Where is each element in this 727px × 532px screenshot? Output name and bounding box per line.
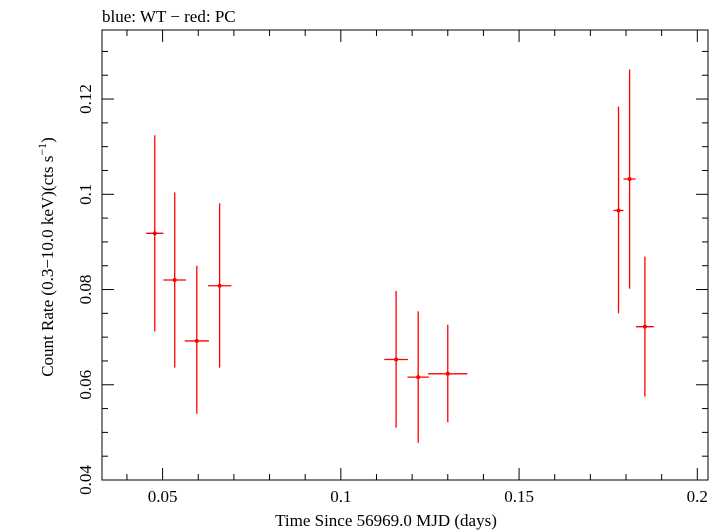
plot-frame: [101, 29, 709, 481]
y-tick-label: 0.04: [76, 465, 95, 495]
data-point: [184, 265, 209, 414]
x-tick-label: 0.15: [504, 487, 534, 506]
data-marker: [627, 177, 632, 182]
y-axis-label: Count Rate (0.3−10.0 keV)(cts s−1): [35, 137, 57, 377]
data-point: [613, 106, 624, 314]
data-marker: [445, 371, 450, 376]
data-point: [146, 135, 164, 332]
data-marker: [394, 357, 399, 362]
data-series: [146, 69, 654, 443]
x-axis: 0.05 0.1 0.15 0.2: [126, 30, 708, 506]
x-tick-label: 0.1: [330, 487, 351, 506]
x-tick-label: 0.2: [687, 487, 708, 506]
data-point: [407, 311, 429, 443]
x-axis-label: Time Since 56969.0 MJD (days): [275, 511, 497, 530]
y-axis-label-main: Count Rate (0.3−10.0 keV)(cts s: [38, 156, 57, 377]
data-point: [163, 192, 187, 368]
data-point: [428, 324, 468, 423]
data-marker: [217, 283, 222, 288]
data-marker: [194, 338, 199, 343]
data-marker: [172, 278, 177, 282]
data-marker: [642, 324, 647, 329]
y-tick-label: 0.06: [76, 370, 95, 400]
data-marker: [416, 375, 421, 380]
chart-title: blue: WT − red: PC: [102, 7, 236, 26]
y-tick-label: 0.1: [76, 184, 95, 205]
x-tick-label: 0.05: [148, 487, 178, 506]
data-point: [384, 290, 408, 428]
y-axis: 0.04 0.06 0.08 0.1 0.12: [76, 50, 708, 495]
data-marker: [152, 231, 157, 236]
y-tick-label: 0.12: [76, 84, 95, 114]
data-point: [207, 203, 232, 368]
data-point: [623, 69, 636, 289]
y-axis-label-superscript: −1: [35, 143, 49, 156]
y-tick-label: 0.08: [76, 275, 95, 305]
y-axis-label-end: ): [38, 137, 57, 143]
data-marker: [616, 208, 621, 213]
data-point: [635, 256, 654, 397]
